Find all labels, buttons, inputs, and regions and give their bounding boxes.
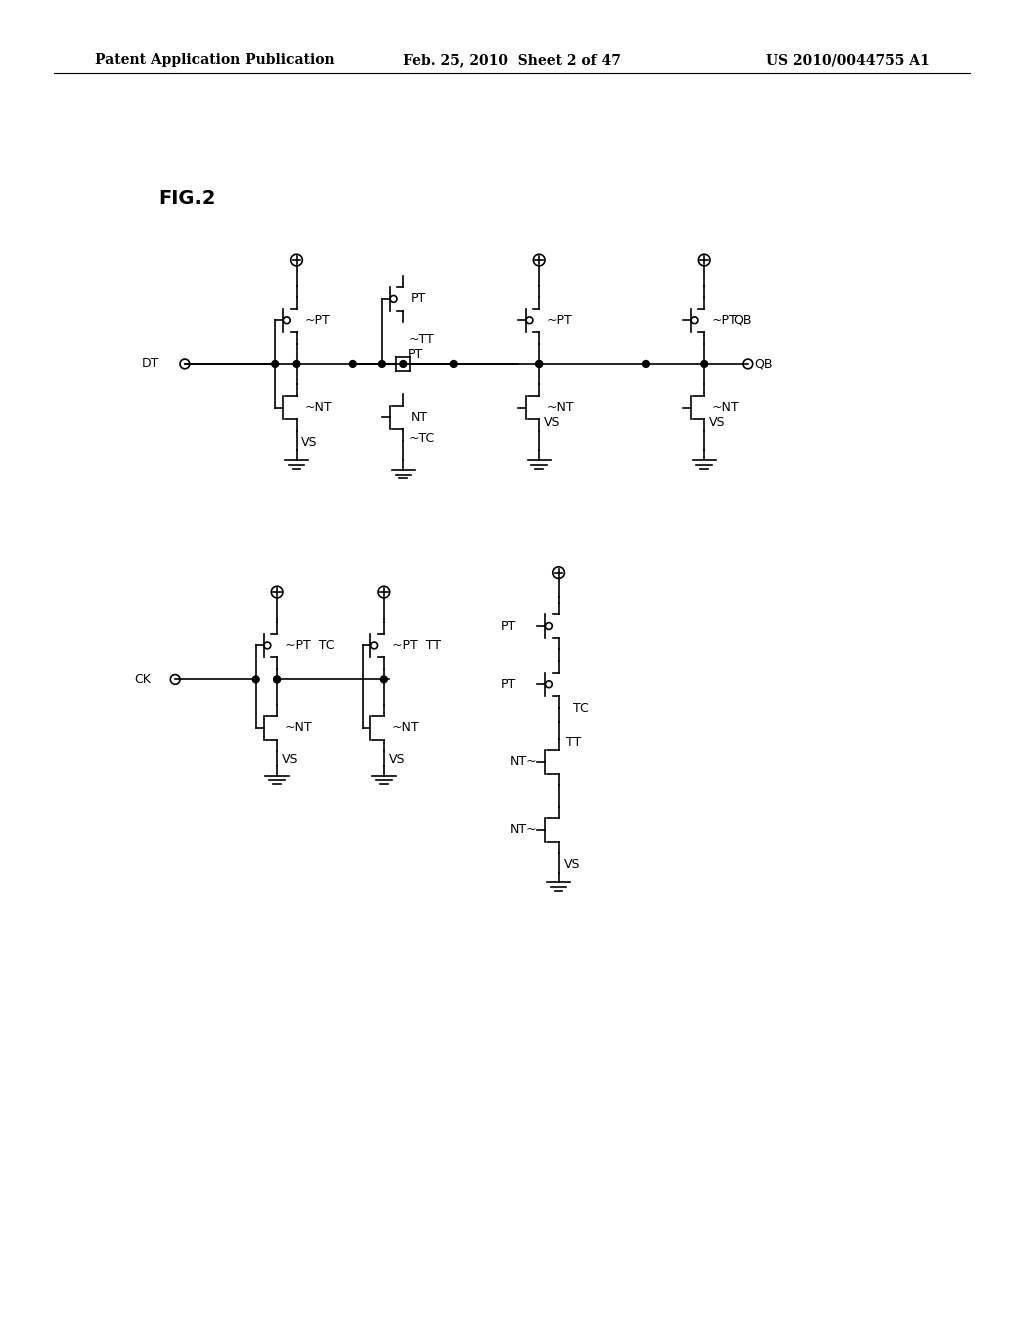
- Circle shape: [349, 360, 356, 367]
- Text: ~PT: ~PT: [712, 314, 737, 327]
- Text: NT~: NT~: [510, 755, 538, 768]
- Circle shape: [379, 360, 385, 367]
- Text: VS: VS: [709, 416, 726, 429]
- Text: ~PT  TT: ~PT TT: [391, 639, 440, 652]
- Text: ~PT: ~PT: [304, 314, 330, 327]
- Text: VS: VS: [563, 858, 580, 871]
- Circle shape: [536, 360, 543, 367]
- Text: TC: TC: [573, 702, 589, 715]
- Text: ~NT: ~NT: [391, 722, 419, 734]
- Text: Feb. 25, 2010  Sheet 2 of 47: Feb. 25, 2010 Sheet 2 of 47: [403, 53, 621, 67]
- Text: ~PT: ~PT: [547, 314, 572, 327]
- Text: VS: VS: [389, 752, 406, 766]
- Text: ~NT: ~NT: [304, 401, 332, 414]
- Circle shape: [536, 360, 543, 367]
- Circle shape: [400, 360, 407, 367]
- Text: ~NT: ~NT: [285, 722, 312, 734]
- Circle shape: [451, 360, 457, 367]
- Text: PT: PT: [409, 347, 423, 360]
- Text: DT: DT: [141, 358, 159, 371]
- Text: NT~: NT~: [510, 824, 538, 837]
- Text: QB: QB: [733, 314, 752, 327]
- Text: VS: VS: [301, 436, 317, 449]
- Text: PT: PT: [501, 677, 516, 690]
- Text: ~PT  TC: ~PT TC: [285, 639, 335, 652]
- Text: CK: CK: [134, 673, 151, 686]
- Text: VS: VS: [282, 752, 298, 766]
- Circle shape: [642, 360, 649, 367]
- Circle shape: [273, 676, 281, 682]
- Text: US 2010/0044755 A1: US 2010/0044755 A1: [766, 53, 930, 67]
- Circle shape: [271, 360, 279, 367]
- Text: QB: QB: [755, 358, 773, 371]
- Circle shape: [252, 676, 259, 682]
- Text: VS: VS: [544, 416, 560, 429]
- Text: ~TT: ~TT: [409, 333, 434, 346]
- Text: ~NT: ~NT: [547, 401, 574, 414]
- Circle shape: [293, 360, 300, 367]
- Text: ~NT: ~NT: [712, 401, 739, 414]
- Text: ~TC: ~TC: [409, 432, 434, 445]
- Text: TT: TT: [566, 737, 582, 748]
- Text: NT: NT: [411, 411, 428, 424]
- Text: FIG.2: FIG.2: [159, 189, 216, 209]
- Text: Patent Application Publication: Patent Application Publication: [94, 53, 334, 67]
- Circle shape: [700, 360, 708, 367]
- Text: PT: PT: [411, 293, 426, 305]
- Circle shape: [381, 676, 387, 682]
- Circle shape: [273, 676, 281, 682]
- Text: PT: PT: [501, 619, 516, 632]
